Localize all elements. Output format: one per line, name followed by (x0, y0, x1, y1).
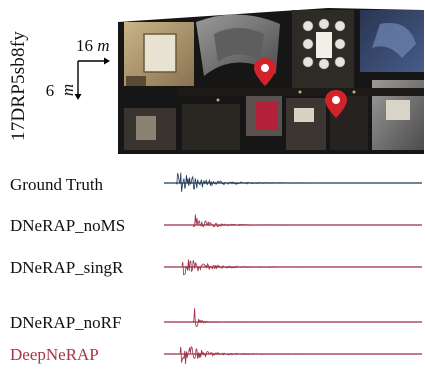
waveform-trace (164, 214, 422, 228)
waveform-signal (179, 345, 422, 364)
scale-horizontal-label: 16 m (76, 36, 110, 56)
waveform-signal (175, 172, 422, 192)
label-dnerap-nomS: DNeRAP_noMS (10, 216, 126, 235)
waveform-trace (164, 259, 422, 276)
scale-horizontal-value: 16 (76, 36, 93, 55)
label-ground-truth: Ground Truth (10, 175, 104, 194)
waveform-signal (192, 214, 422, 228)
waveform-signal (192, 308, 422, 327)
scale-axes-icon (74, 57, 110, 100)
waveform-trace (164, 308, 422, 327)
waveform-trace (164, 345, 422, 364)
label-dnerap-singr: DNeRAP_singR (10, 258, 124, 277)
label-deepnerap: DeepNeRAP (10, 345, 99, 364)
floorplan-image (118, 8, 424, 154)
scale-horizontal-unit: m (97, 36, 110, 55)
label-dnerap-norf: DNeRAP_noRF (10, 313, 122, 332)
waveform-trace (164, 172, 422, 192)
waveform-signal (181, 259, 422, 276)
